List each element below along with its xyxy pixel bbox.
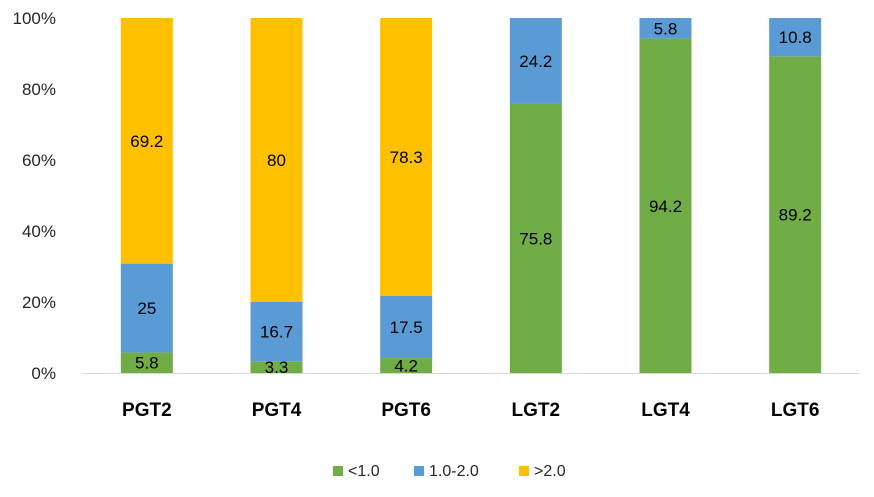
data-label: 25 bbox=[137, 299, 156, 318]
data-label: 78.3 bbox=[390, 148, 423, 167]
y-tick-label: 60% bbox=[22, 151, 56, 170]
data-label: 24.2 bbox=[519, 52, 552, 71]
data-label: 17.5 bbox=[390, 318, 423, 337]
data-label: 80 bbox=[267, 151, 286, 170]
y-tick-label: 20% bbox=[22, 293, 56, 312]
bar-segment bbox=[120, 263, 173, 353]
x-category-label: LGT2 bbox=[512, 400, 561, 421]
bar-segment bbox=[250, 18, 303, 302]
bar-segment bbox=[250, 302, 303, 362]
bar-segment bbox=[509, 18, 562, 104]
data-label: 89.2 bbox=[779, 206, 812, 225]
x-category-label: LGT6 bbox=[771, 400, 820, 421]
data-label: 94.2 bbox=[649, 197, 682, 216]
y-tick-label: 40% bbox=[22, 222, 56, 241]
bar-segment bbox=[380, 295, 433, 359]
data-label: 69.2 bbox=[130, 132, 163, 151]
data-label-layer: 5.8 25 69.2 3.3 16.7 80 4.2 17.5 78.3 75.8 24.2 94.… bbox=[130, 19, 811, 377]
bar-segment bbox=[639, 18, 692, 39]
legend-swatch bbox=[414, 466, 424, 476]
x-category-label: PGT4 bbox=[252, 400, 302, 421]
bar-segment bbox=[380, 18, 433, 296]
x-category-label: PGT2 bbox=[122, 400, 172, 421]
bar-segment bbox=[120, 18, 173, 264]
bar-segment bbox=[769, 18, 822, 57]
axis-layer: 0% 20% 40% 60% 80% 100% PGT2 PGT4 PGT6 LGT2 LGT4 LG… bbox=[13, 9, 860, 421]
legend-swatch bbox=[333, 466, 343, 476]
data-label: 75.8 bbox=[519, 229, 552, 248]
legend-label: 1.0-2.0 bbox=[429, 463, 479, 480]
bar-segment bbox=[380, 358, 433, 373]
y-tick-label: 80% bbox=[22, 80, 56, 99]
bar-segment bbox=[639, 38, 692, 374]
y-tick-label: 0% bbox=[31, 364, 56, 383]
legend-label: <1.0 bbox=[348, 463, 380, 480]
x-category-label: LGT4 bbox=[641, 400, 690, 421]
data-label: 4.2 bbox=[394, 357, 418, 376]
bar-segment bbox=[120, 352, 173, 373]
data-label: 5.8 bbox=[135, 354, 159, 373]
y-tick-label: 100% bbox=[13, 9, 56, 28]
bar-segment bbox=[250, 361, 303, 373]
x-category-label: PGT6 bbox=[381, 400, 431, 421]
data-label: 5.8 bbox=[654, 19, 678, 38]
data-label: 3.3 bbox=[265, 358, 289, 377]
legend-swatch bbox=[519, 466, 529, 476]
bar-segment bbox=[769, 56, 822, 374]
legend: <1.0 1.0-2.0 >2.0 bbox=[333, 463, 566, 480]
bar-segment bbox=[509, 103, 562, 373]
data-label: 16.7 bbox=[260, 323, 293, 342]
legend-label: >2.0 bbox=[534, 463, 566, 480]
bar-layer bbox=[120, 18, 822, 374]
data-label: 10.8 bbox=[779, 28, 812, 47]
